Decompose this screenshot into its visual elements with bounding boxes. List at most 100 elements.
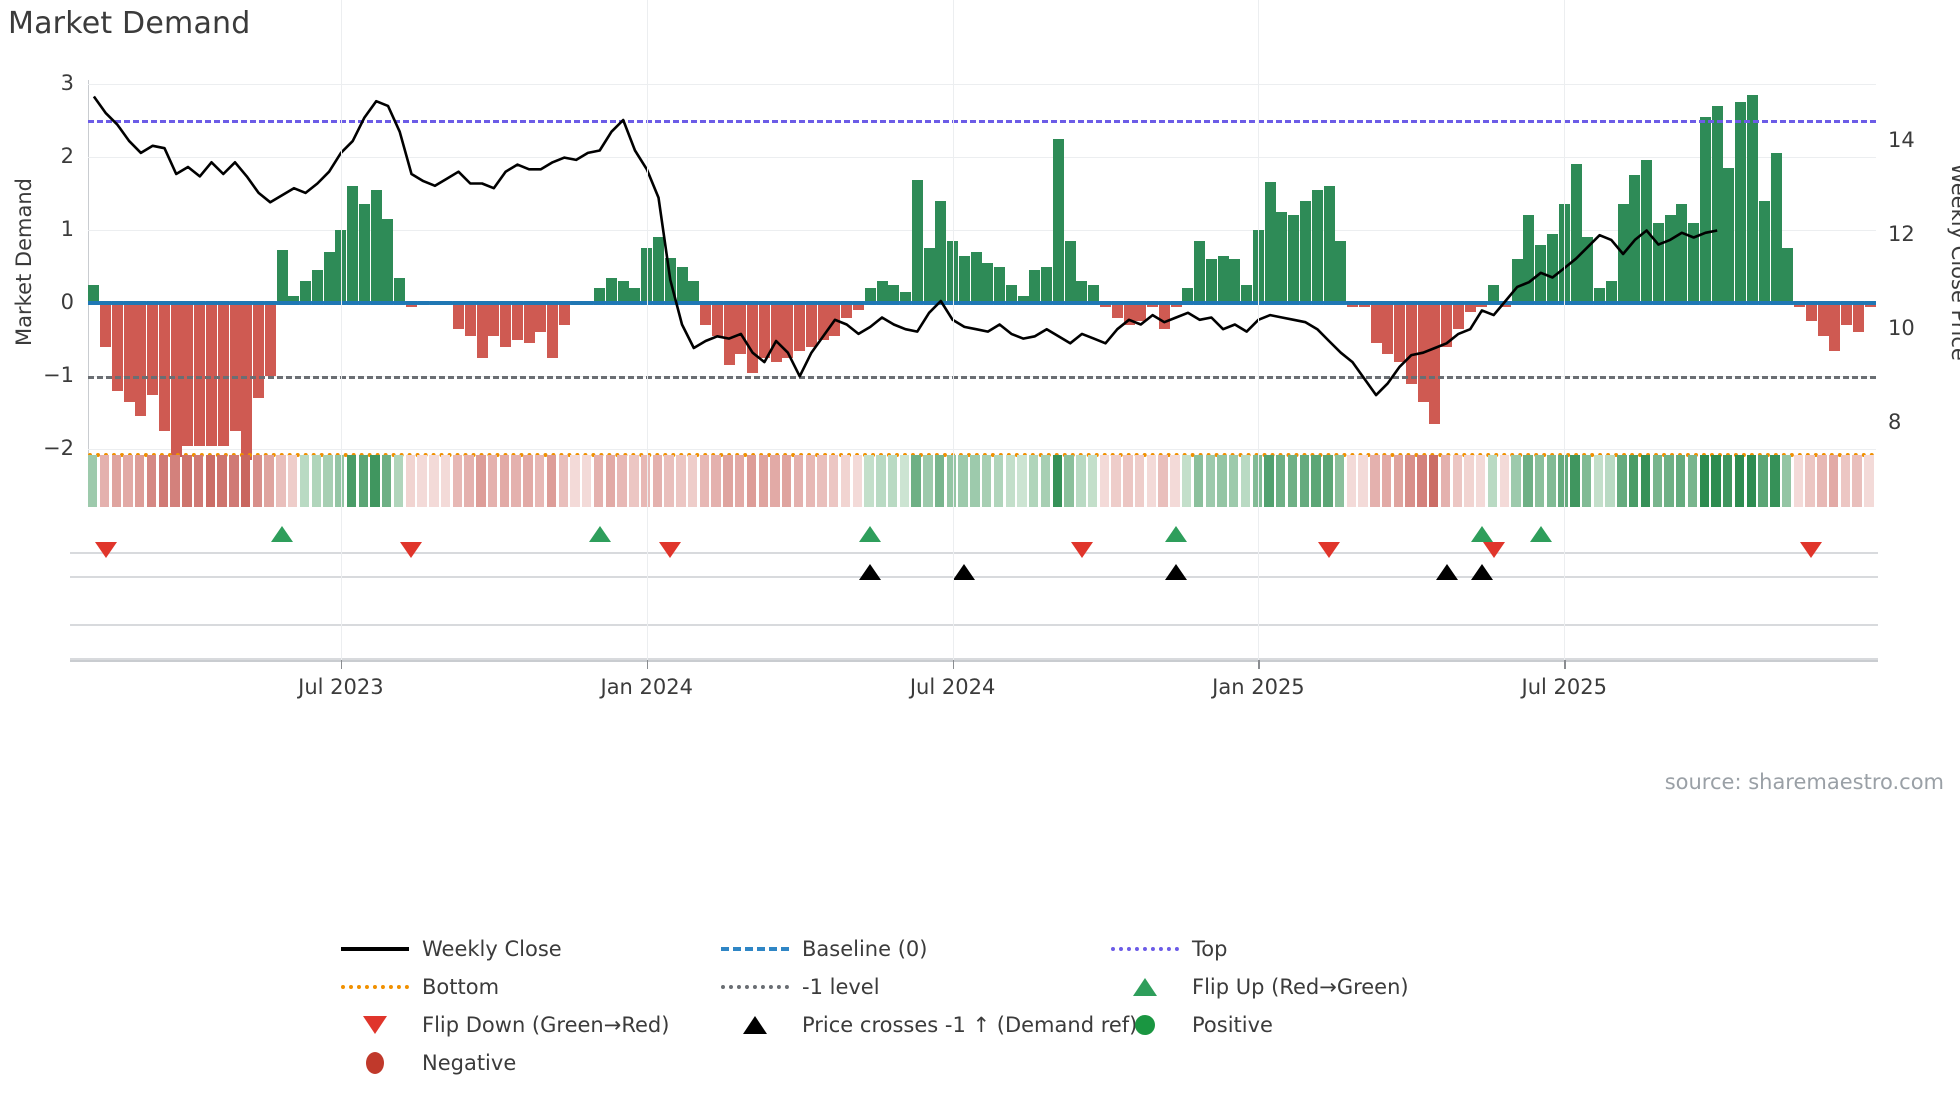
baseline-segment (1616, 301, 1630, 306)
heatmap-cell (323, 455, 333, 507)
baseline-segment (416, 301, 430, 306)
demand-bar (1829, 303, 1841, 351)
baseline-segment (287, 301, 301, 306)
heatmap-cell (370, 455, 380, 507)
baseline-segment (616, 301, 630, 306)
baseline-segment (910, 301, 924, 306)
heatmap-cell (1440, 455, 1451, 507)
heatmap-cell (346, 455, 357, 507)
heatmap-cell (1358, 455, 1368, 507)
legend-item-flip-down[interactable]: Flip Down (Green→Red) (340, 1006, 669, 1044)
demand-bar (1452, 303, 1464, 329)
left-axis-tick-label: 2 (60, 143, 74, 168)
heatmap-cell (335, 455, 345, 507)
baseline-segment (1357, 301, 1371, 306)
legend-item-positive[interactable]: Positive (1110, 1006, 1273, 1044)
flip-up-marker (588, 526, 611, 542)
baseline-segment (887, 301, 901, 306)
demand-bar (1135, 303, 1147, 322)
heatmap-cell (982, 455, 992, 507)
legend-item-negative[interactable]: Negative (340, 1044, 516, 1082)
gridline (88, 156, 1876, 158)
demand-bar (605, 277, 617, 304)
legend-item-price-cross[interactable]: Price crosses -1 ↑ (Demand ref) (720, 1006, 1137, 1044)
heatmap-cell (887, 455, 898, 507)
demand-bar (1052, 138, 1064, 304)
legend-item-label: Bottom (422, 975, 500, 999)
legend-row: Negative (340, 1044, 1640, 1082)
baseline-segment (840, 301, 854, 306)
baseline-segment (1793, 301, 1807, 306)
x-tick-label: Jul 2024 (909, 675, 996, 699)
demand-bar (1688, 222, 1700, 304)
demand-bar (1311, 189, 1323, 304)
price-cross-marker (953, 564, 976, 580)
baseline-segment (1463, 301, 1477, 306)
demand-bar (923, 248, 935, 304)
baseline-segment (757, 301, 771, 306)
baseline-segment (1346, 301, 1360, 306)
x-tick-label: Jul 2025 (1521, 675, 1607, 699)
demand-bar (747, 303, 759, 373)
flip-down-marker (659, 542, 682, 558)
demand-bar (464, 303, 476, 336)
baseline-segment (1016, 301, 1030, 306)
demand-bar (1064, 240, 1076, 304)
heatmap-cell (546, 455, 557, 507)
heatmap-cell (146, 455, 157, 507)
baseline-segment (981, 301, 995, 306)
heatmap-cell (1452, 455, 1462, 507)
demand-bar (182, 303, 194, 446)
demand-bar (276, 250, 288, 304)
demand-bar (170, 303, 182, 457)
demand-bar (900, 292, 912, 304)
left-axis-tick-label: −1 (43, 363, 74, 388)
baseline-segment (1393, 301, 1407, 306)
flip-up-marker (1470, 526, 1493, 542)
demand-bar (758, 303, 770, 358)
left-axis-title: Market Demand (11, 178, 36, 346)
baseline-segment (1769, 301, 1783, 306)
heatmap-cell (1111, 455, 1121, 507)
baseline-segment (1640, 301, 1654, 306)
legend-item-weekly-close[interactable]: Weekly Close (340, 930, 562, 968)
heatmap-cell (476, 455, 486, 507)
baseline-segment (1298, 301, 1312, 306)
vertical-gridline (1258, 0, 1260, 660)
baseline-segment (1710, 301, 1724, 306)
baseline-segment (1051, 301, 1065, 306)
demand-bar (1805, 303, 1817, 322)
heatmap-cell (440, 455, 451, 507)
baseline-segment (1416, 301, 1430, 306)
demand-bar (1076, 281, 1088, 304)
heatmap-cell (311, 455, 321, 507)
marker-row-separator (70, 624, 1878, 626)
heatmap-cell (1746, 455, 1756, 507)
heatmap-cell (123, 455, 133, 507)
demand-bar (500, 303, 512, 347)
heatmap-cell (511, 455, 521, 507)
legend-item-label: Negative (422, 1051, 517, 1075)
baseline-segment (428, 301, 442, 306)
legend-item-baseline[interactable]: Baseline (0) (720, 930, 927, 968)
baseline-segment (499, 301, 513, 306)
demand-bar (1676, 204, 1688, 304)
demand-bar (805, 303, 817, 347)
x-tick-label: Jan 2024 (600, 675, 694, 699)
baseline-segment (393, 301, 407, 306)
legend-item-flip-up[interactable]: Flip Up (Red→Green) (1110, 968, 1409, 1006)
legend-item-bottom[interactable]: Bottom (340, 968, 499, 1006)
heatmap-cell (1334, 455, 1345, 507)
baseline-segment (1240, 301, 1254, 306)
demand-bar (1394, 303, 1406, 362)
baseline-segment (1040, 301, 1054, 306)
heatmap-cell (1193, 455, 1204, 507)
legend-item-level-minus-1[interactable]: -1 level (720, 968, 880, 1006)
baseline-segment (699, 301, 713, 306)
legend-row: Weekly Close Baseline (0) Top (340, 930, 1640, 968)
demand-bar (617, 281, 629, 304)
circle-icon (340, 1052, 410, 1074)
heatmap-cell (452, 455, 463, 507)
legend-item-top[interactable]: Top (1110, 930, 1227, 968)
baseline-segment (452, 301, 466, 306)
